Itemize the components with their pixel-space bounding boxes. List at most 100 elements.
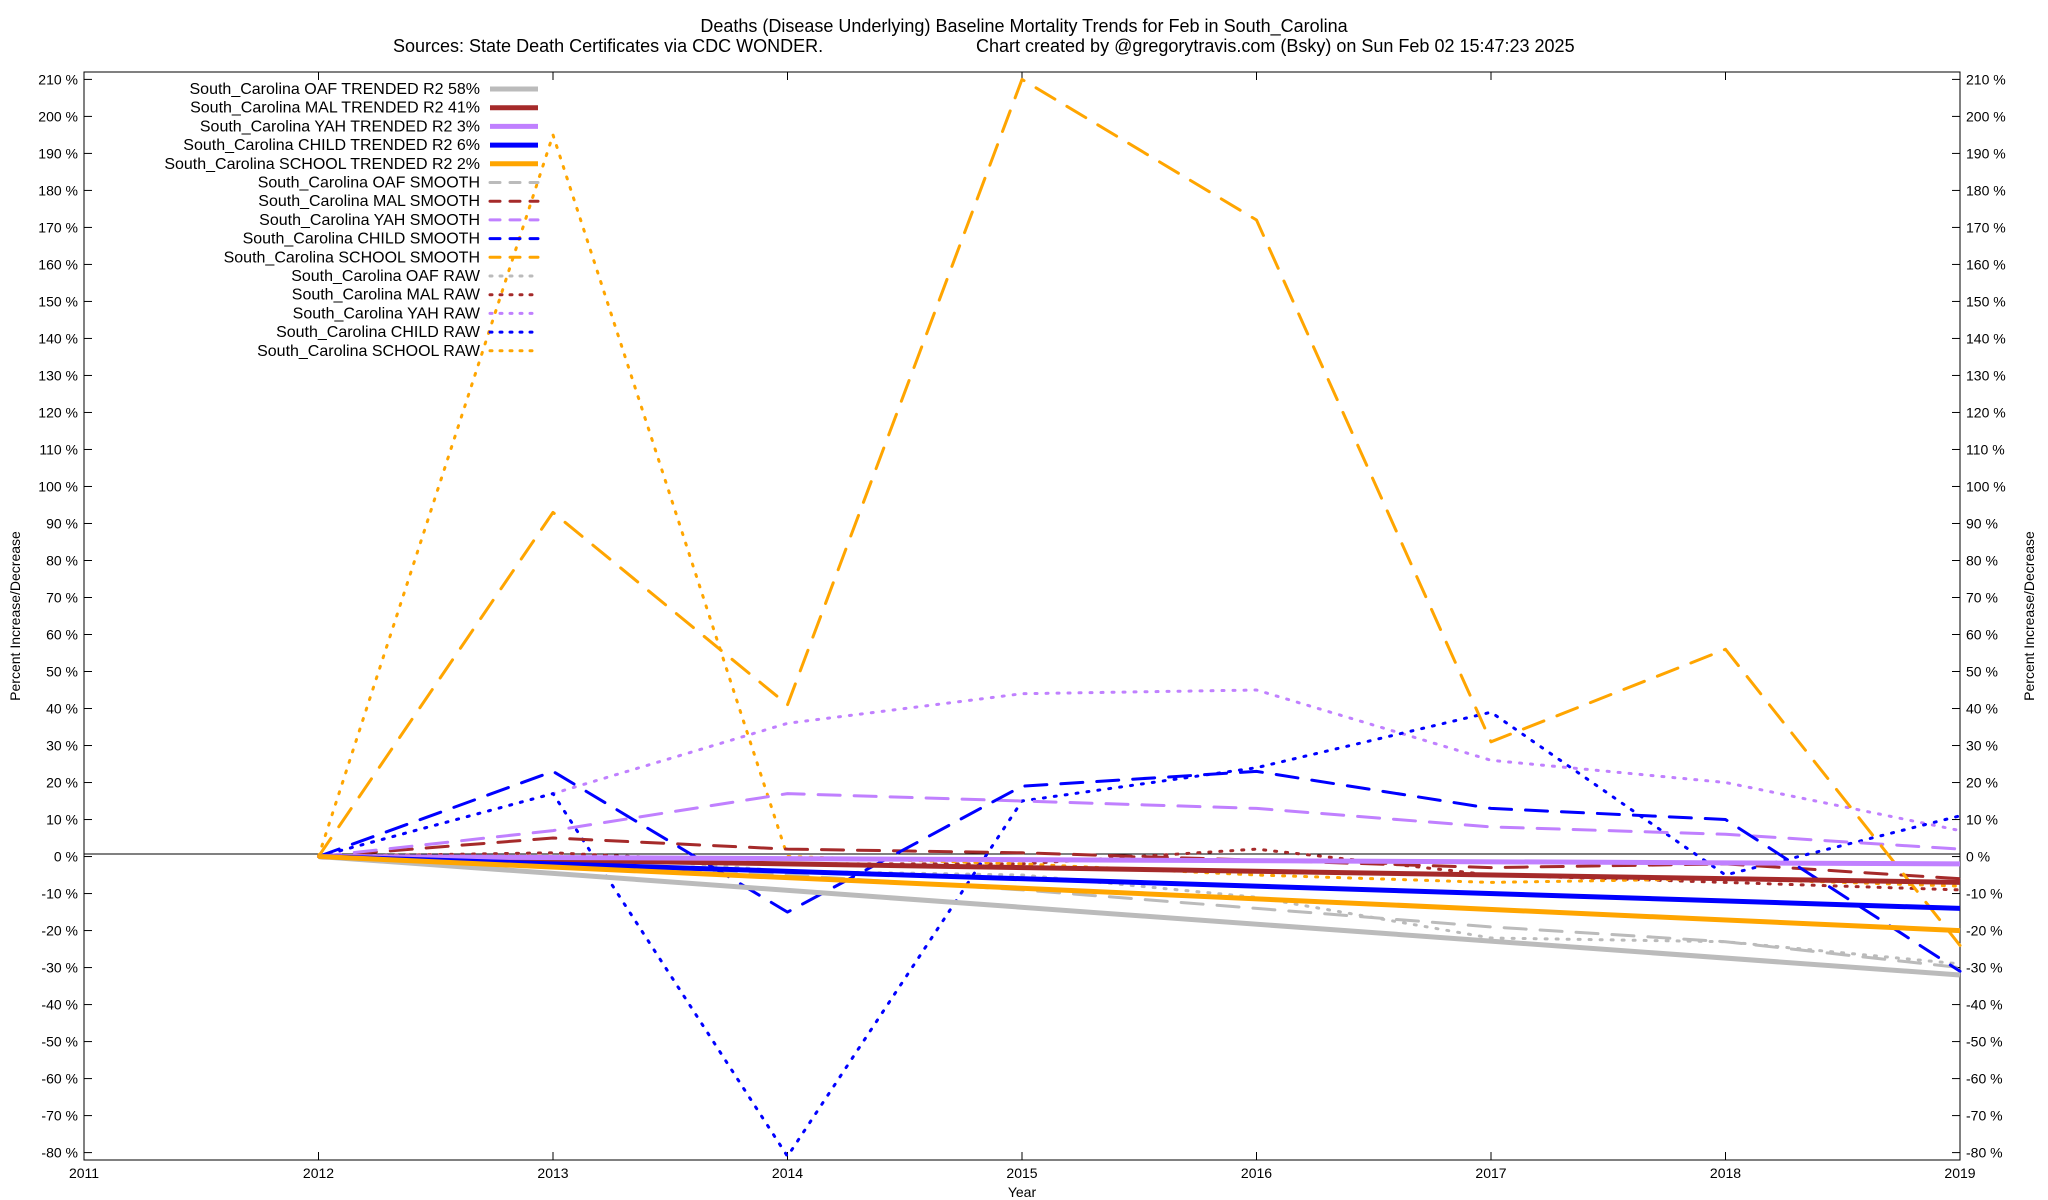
y-tick-right-label: 160 % — [1966, 256, 2006, 272]
y-tick-left-label: 180 % — [38, 182, 78, 198]
y-tick-left-label: -20 % — [41, 923, 78, 939]
x-tick-label: 2016 — [1241, 1165, 1272, 1181]
y-tick-right-label: 40 % — [1966, 701, 1998, 717]
series-layer — [317, 77, 1962, 1158]
y-axis-right: 210 % 200 % 190 % 180 % 170 % 160 % 150 % 140 %… — [1952, 71, 2006, 1161]
legend-label: South_Carolina CHILD SMOOTH — [243, 231, 480, 248]
y-tick-right-label: -60 % — [1966, 1071, 2003, 1087]
y-tick-left-label: 100 % — [38, 478, 78, 494]
legend-label: South_Carolina SCHOOL TRENDED R2 2% — [164, 156, 480, 173]
y-tick-right-label: -40 % — [1966, 997, 2003, 1013]
y-tick-left-label: 20 % — [46, 775, 78, 791]
series-line-12 — [317, 688, 1962, 858]
y-tick-right-label: 30 % — [1966, 738, 1998, 754]
series-line-11 — [317, 847, 1962, 892]
y-tick-left-label: 10 % — [46, 812, 78, 828]
y-tick-right-label: 130 % — [1966, 367, 2006, 383]
y-axis-label-right: Percent Increase/Decrease — [2021, 531, 2037, 701]
legend-label: South_Carolina SCHOOL RAW — [257, 343, 481, 360]
y-tick-right-label: 210 % — [1966, 71, 2006, 87]
legend-label: South_Carolina CHILD TRENDED R2 6% — [183, 137, 480, 154]
y-tick-left-label: 90 % — [46, 515, 78, 531]
y-tick-right-label: 200 % — [1966, 108, 2006, 124]
y-tick-left-label: 130 % — [38, 367, 78, 383]
series-line-0 — [318, 854, 1961, 978]
y-tick-right-label: 190 % — [1966, 145, 2006, 161]
y-tick-right-label: -20 % — [1966, 923, 2003, 939]
y-tick-left-label: 110 % — [39, 441, 78, 457]
chart-subtitle-credit: Chart created by @gregorytravis.com (Bsk… — [976, 36, 1575, 56]
y-tick-left-label: -50 % — [41, 1034, 78, 1050]
y-tick-left-label: -80 % — [41, 1145, 78, 1161]
y-tick-left-label: -10 % — [41, 886, 78, 902]
series-line-1 — [318, 854, 1961, 885]
x-axis: 2011 2012 2013 2014 2015 2016 2017 2018 2019 — [69, 72, 1976, 1181]
y-tick-left-label: 140 % — [38, 330, 78, 346]
y-tick-right-label: -10 % — [1966, 886, 2003, 902]
legend-label: South_Carolina YAH SMOOTH — [259, 212, 480, 229]
y-tick-left-label: 60 % — [46, 627, 78, 643]
y-tick-left-label: 30 % — [46, 738, 78, 754]
y-tick-right-label: 100 % — [1966, 478, 2006, 494]
y-tick-right-label: 20 % — [1966, 775, 1998, 791]
legend-label: South_Carolina MAL SMOOTH — [258, 193, 480, 210]
legend-label: South_Carolina OAF SMOOTH — [258, 175, 480, 192]
x-tick-label: 2011 — [69, 1165, 99, 1181]
x-tick-label: 2014 — [772, 1165, 803, 1181]
y-tick-left-label: -60 % — [41, 1071, 78, 1087]
y-tick-left-label: 170 % — [38, 219, 78, 235]
y-tick-right-label: 140 % — [1966, 330, 2006, 346]
legend-label: South_Carolina YAH TRENDED R2 3% — [200, 118, 480, 135]
y-axis-left: 210 % 200 % 190 % 180 % 170 % 160 % 150 % 140 %… — [38, 71, 92, 1161]
y-tick-left-label: 150 % — [38, 293, 78, 309]
y-tick-left-label: 50 % — [46, 664, 78, 680]
series-line-8 — [317, 769, 1962, 973]
series-line-9 — [317, 77, 1962, 947]
legend-label: South_Carolina SCHOOL SMOOTH — [224, 249, 480, 266]
x-axis-label: Year — [1008, 1184, 1037, 1200]
series-line-7 — [317, 792, 1962, 858]
y-tick-left-label: 80 % — [46, 552, 78, 568]
x-tick-label: 2015 — [1006, 1165, 1037, 1181]
series-line-2 — [318, 854, 1961, 867]
y-tick-left-label: 200 % — [38, 108, 78, 124]
y-axis-label-left: Percent Increase/Decrease — [7, 531, 23, 701]
chart-subtitle-sources: Sources: State Death Certificates via CD… — [393, 36, 823, 56]
y-tick-right-label: 170 % — [1966, 219, 2006, 235]
y-tick-right-label: 80 % — [1966, 552, 1998, 568]
legend-label: South_Carolina YAH RAW — [293, 305, 481, 322]
y-tick-left-label: -30 % — [41, 960, 78, 976]
x-tick-label: 2019 — [1944, 1165, 1975, 1181]
x-tick-label: 2012 — [303, 1165, 334, 1181]
legend-label: South_Carolina OAF RAW — [291, 268, 481, 285]
y-tick-left-label: 160 % — [38, 256, 78, 272]
y-tick-right-label: 150 % — [1966, 293, 2006, 309]
y-tick-left-label: 190 % — [38, 145, 78, 161]
series-line-3 — [318, 854, 1961, 911]
x-tick-label: 2013 — [537, 1165, 568, 1181]
y-tick-right-label: 90 % — [1966, 515, 1998, 531]
y-tick-right-label: 0 % — [1966, 849, 1990, 865]
legend-label: South_Carolina MAL RAW — [292, 287, 481, 304]
y-tick-right-label: 50 % — [1966, 664, 1998, 680]
y-tick-right-label: 60 % — [1966, 627, 1998, 643]
y-tick-left-label: 40 % — [46, 701, 78, 717]
x-tick-label: 2018 — [1710, 1165, 1741, 1181]
series-line-4 — [318, 854, 1961, 934]
y-tick-right-label: 110 % — [1966, 441, 2005, 457]
y-tick-left-label: 0 % — [54, 849, 78, 865]
chart-title: Deaths (Disease Underlying) Baseline Mor… — [700, 16, 1348, 37]
legend-label: South_Carolina CHILD RAW — [276, 324, 481, 341]
series-line-14 — [317, 133, 1962, 888]
series-line-13 — [317, 710, 1962, 1158]
y-tick-right-label: -30 % — [1966, 960, 2003, 976]
y-tick-left-label: 210 % — [38, 71, 78, 87]
legend-label: South_Carolina MAL TRENDED R2 41% — [190, 100, 480, 117]
y-tick-right-label: 70 % — [1966, 589, 1998, 605]
y-tick-right-label: -70 % — [1966, 1108, 2003, 1124]
y-tick-left-label: 120 % — [38, 404, 78, 420]
y-tick-right-label: 180 % — [1966, 182, 2006, 198]
y-tick-right-label: -50 % — [1966, 1034, 2003, 1050]
x-tick-label: 2017 — [1475, 1165, 1506, 1181]
